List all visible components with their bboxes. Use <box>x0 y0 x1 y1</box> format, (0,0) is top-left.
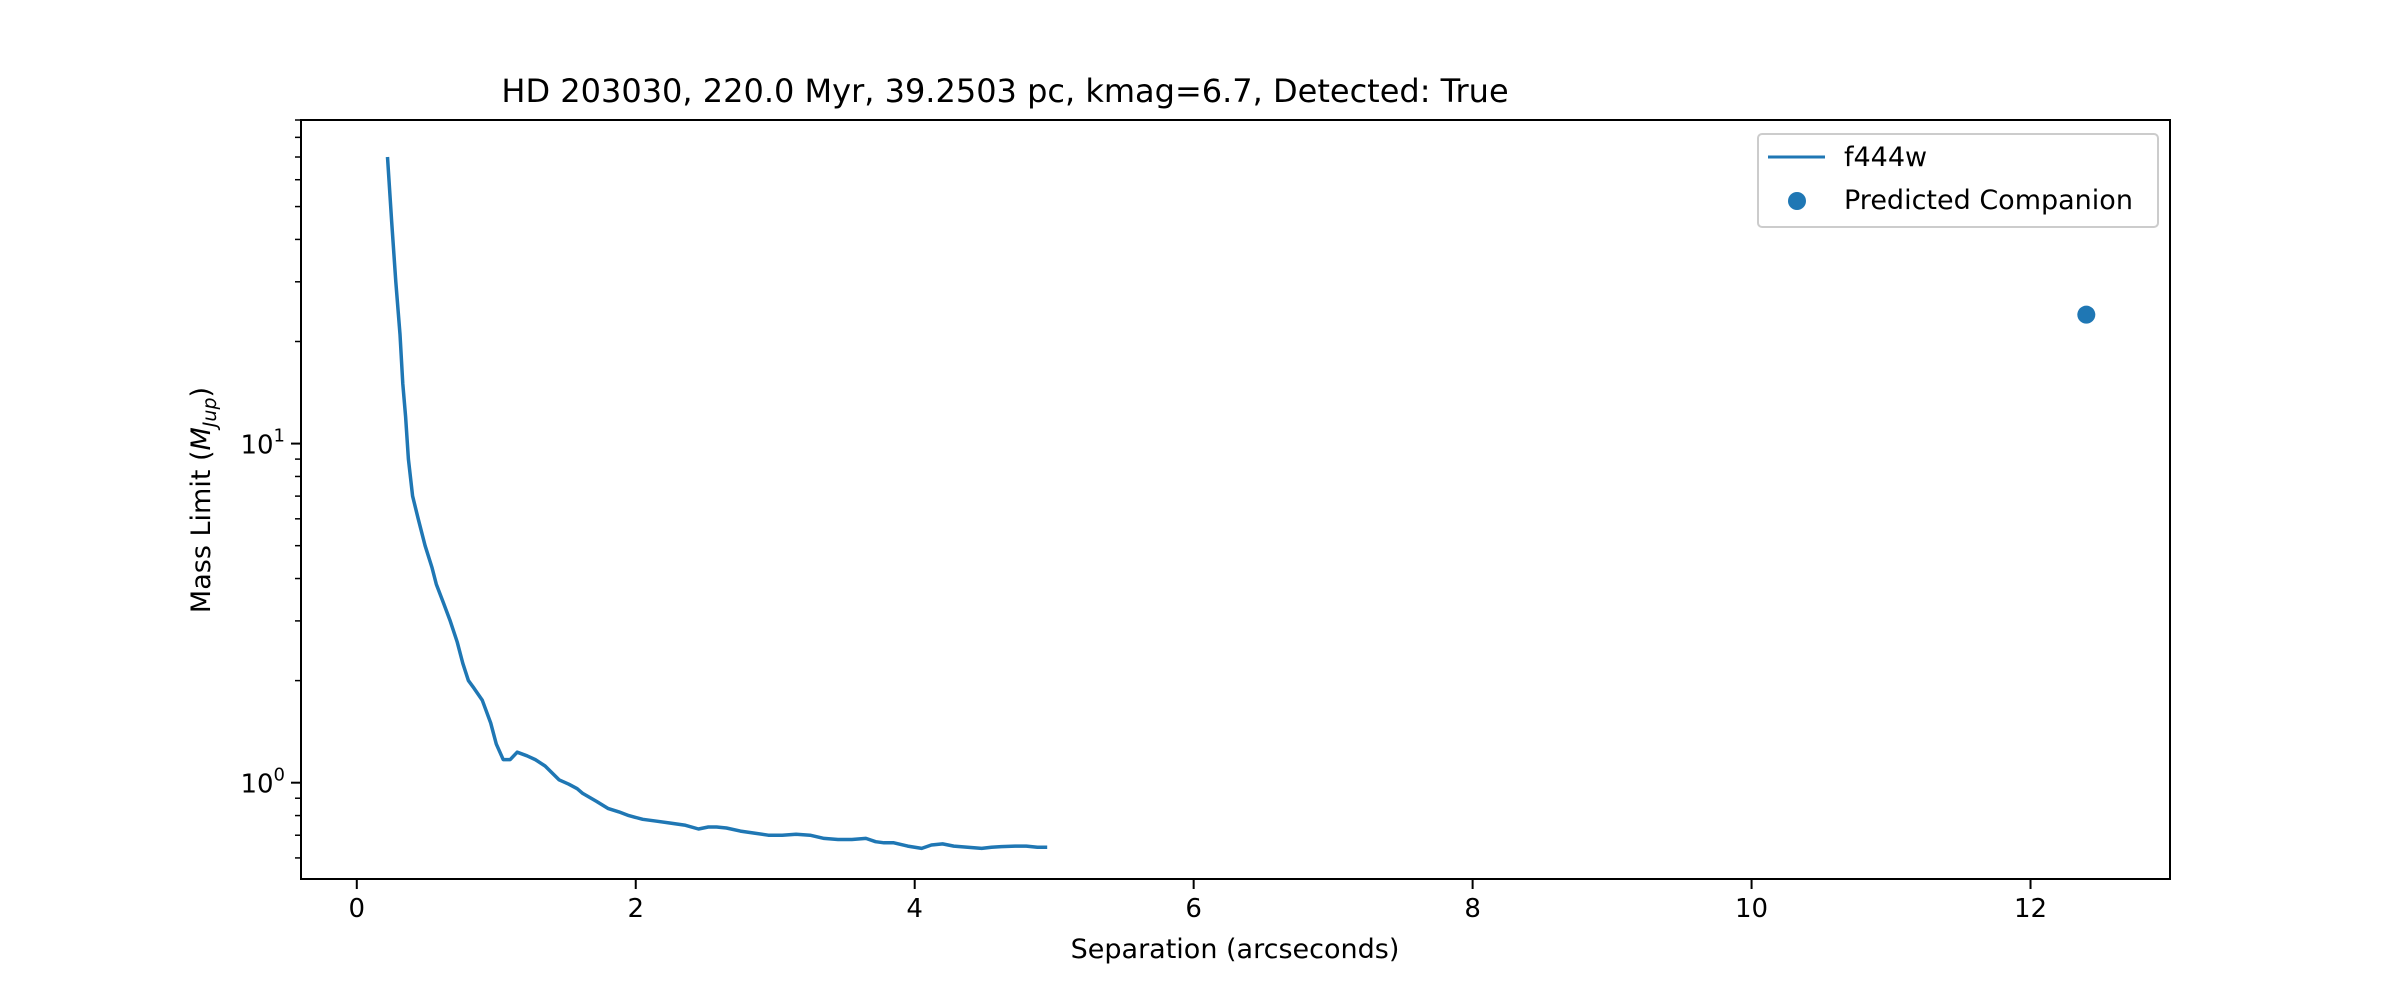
x-tick-label: 12 <box>2014 894 2047 924</box>
x-axis: 0 2 4 6 8 10 12 <box>349 879 2047 924</box>
y-tick-label-exponent: 0 <box>274 765 285 786</box>
series-line-f444w <box>385 156 1048 851</box>
legend: f444w Predicted Companion <box>1757 133 2159 228</box>
plot-frame <box>300 119 2171 880</box>
x-tick-label: 2 <box>627 894 644 924</box>
y-axis-label: Mass Limit (MJup) <box>186 387 221 613</box>
y-tick-label-base: 10 <box>240 431 273 461</box>
y-tick-label: 100 <box>240 765 285 800</box>
y-axis-label-suffix: ) <box>186 387 217 398</box>
legend-label-f444w: f444w <box>1844 142 1927 173</box>
chart-title: HD 203030, 220.0 Myr, 39.2503 pc, kmag=6… <box>501 72 1508 110</box>
y-axis-label-subscript: Jup <box>199 397 221 431</box>
y-axis-label-symbol: M <box>186 427 217 450</box>
y-tick-label-exponent: 1 <box>274 426 285 447</box>
legend-frame <box>1757 133 2159 228</box>
legend-label-predicted-companion: Predicted Companion <box>1844 185 2133 216</box>
y-tick-label-base: 10 <box>240 770 273 800</box>
y-tick-label: 101 <box>240 426 285 461</box>
y-axis-label-prefix: Mass Limit ( <box>186 450 217 613</box>
x-tick-label: 6 <box>1185 894 1202 924</box>
x-tick-label: 4 <box>906 894 923 924</box>
x-tick-label: 8 <box>1464 894 1481 924</box>
x-tick-label: 0 <box>349 894 366 924</box>
plot-area <box>385 156 2096 851</box>
x-tick-label: 10 <box>1735 894 1768 924</box>
scatter-point-predicted-companion <box>2077 305 2096 324</box>
legend-marker-swatch <box>1788 192 1806 210</box>
x-axis-label: Separation (arcseconds) <box>1071 934 1400 965</box>
